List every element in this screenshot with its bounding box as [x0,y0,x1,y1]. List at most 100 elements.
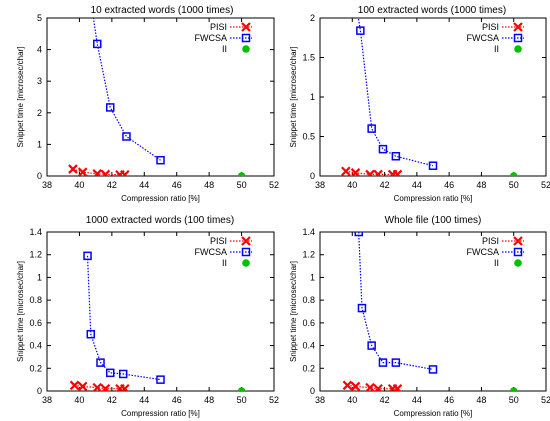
series-line-fwcsa [357,18,434,167]
x-tick-label: 50 [509,395,519,405]
legend-marker-pisi [241,236,251,246]
legend-label-fwcsa: FWCSA [467,33,500,43]
data-point-ii [509,387,518,391]
x-tick-label: 50 [509,180,519,190]
y-axis-label: Snippet time [microsec/char] [16,261,25,362]
x-axis-label: Compression ratio [%] [121,194,200,203]
y-axis-label: Snippet time [microsec/char] [289,47,298,148]
series-group [341,18,518,176]
legend-marker-ii [242,45,250,53]
data-point-fwcsa [428,365,438,374]
x-tick-label: 42 [107,180,117,190]
y-tick-label: 0.2 [29,363,42,373]
x-tick-label: 44 [139,395,149,405]
legend-label-pisi: PISI [482,236,499,246]
data-point-fwcsa [122,132,131,141]
y-tick-label: 4 [37,45,42,55]
plot-frame [319,231,547,392]
x-tick-label: 40 [347,395,357,405]
chart-title: 1000 extracted words (100 times) [86,215,234,226]
data-point-pisi [392,169,403,176]
legend-marker-ii [514,45,522,53]
y-axis-label: Snippet time [microsec/char] [16,47,25,148]
x-tick-label: 42 [380,395,390,405]
series-group [68,18,246,176]
y-tick-label: 0.4 [29,341,42,351]
data-point-pisi [341,166,351,176]
data-point-fwcsa [357,303,367,313]
data-point-pisi [120,383,130,391]
legend-label-pisi: PISI [482,22,499,32]
data-point-pisi [365,382,375,391]
legend-marker-pisi [513,22,523,32]
legend-label-ii: II [494,258,499,268]
data-point-fwcsa [391,358,401,367]
data-point-pisi [100,169,111,176]
y-tick-label: 2 [37,108,42,118]
legend-marker-fwcsa [241,247,251,257]
x-tick-label: 52 [269,180,279,190]
x-axis-label: Compression ratio [%] [394,194,473,203]
y-tick-label: 1.5 [302,53,315,63]
data-point-pisi [69,380,80,391]
y-tick-label: 1 [37,139,42,149]
x-tick-label: 40 [347,180,357,190]
data-point-fwcsa [96,358,105,367]
x-tick-label: 44 [412,180,422,190]
data-point-pisi [100,383,111,391]
y-tick-label: 1 [310,272,315,282]
x-tick-label: 48 [204,395,214,405]
y-tick-label: 3 [37,76,42,86]
chart-title: 100 extracted words (1000 times) [358,5,506,16]
x-tick-label: 48 [476,180,486,190]
data-point-fwcsa [354,232,363,237]
x-tick-label: 52 [541,395,550,405]
data-point-pisi [365,169,375,176]
data-point-fwcsa [156,155,165,165]
chart-title: 10 extracted words (1000 times) [91,5,234,16]
y-tick-label: 1 [310,92,315,102]
series-line-fwcsa [86,255,161,381]
data-point-fwcsa [83,251,92,261]
y-tick-label: 0.6 [302,318,315,328]
data-point-pisi [77,167,88,176]
plot-frame [46,17,275,177]
data-point-fwcsa [86,329,96,339]
y-tick-label: 0 [310,171,315,181]
y-tick-label: 2 [310,13,315,23]
legend-label-fwcsa: FWCSA [467,247,500,257]
y-tick-label: 0 [310,386,315,396]
data-point-fwcsa [156,375,165,384]
data-point-pisi [373,169,383,176]
x-tick-label: 40 [74,180,84,190]
data-point-pisi [68,164,78,174]
data-point-pisi [120,169,130,176]
legend-marker-pisi [513,236,523,246]
chart-panel-1: 10 extracted words (1000 times)38 40 42 44 4… [16,5,279,203]
legend-marker-fwcsa [241,33,251,43]
legend-marker-ii [514,259,522,267]
chart-panel-2: 100 extracted words (1000 times) 38 40 42 44… [289,5,550,203]
data-point-fwcsa [105,368,115,378]
x-tick-label: 50 [237,395,247,405]
plot-frame [46,231,275,392]
legend-label-fwcsa: FWCSA [195,33,228,43]
data-point-fwcsa [378,144,388,154]
data-point-fwcsa [118,369,128,379]
x-tick-label: 40 [74,395,84,405]
data-point-fwcsa [428,161,438,170]
legend-label-fwcsa: FWCSA [195,247,228,257]
series-line-fwcsa [92,18,161,161]
x-tick-label: 48 [476,395,486,405]
data-point-fwcsa [93,39,102,49]
y-tick-label: 1 [37,272,42,282]
legend-label-ii: II [222,258,227,268]
y-tick-label: 1.2 [29,250,42,260]
x-tick-label: 44 [412,395,422,405]
data-point-pisi [373,383,383,391]
data-point-pisi [350,168,361,176]
y-tick-label: 0.8 [302,295,315,305]
